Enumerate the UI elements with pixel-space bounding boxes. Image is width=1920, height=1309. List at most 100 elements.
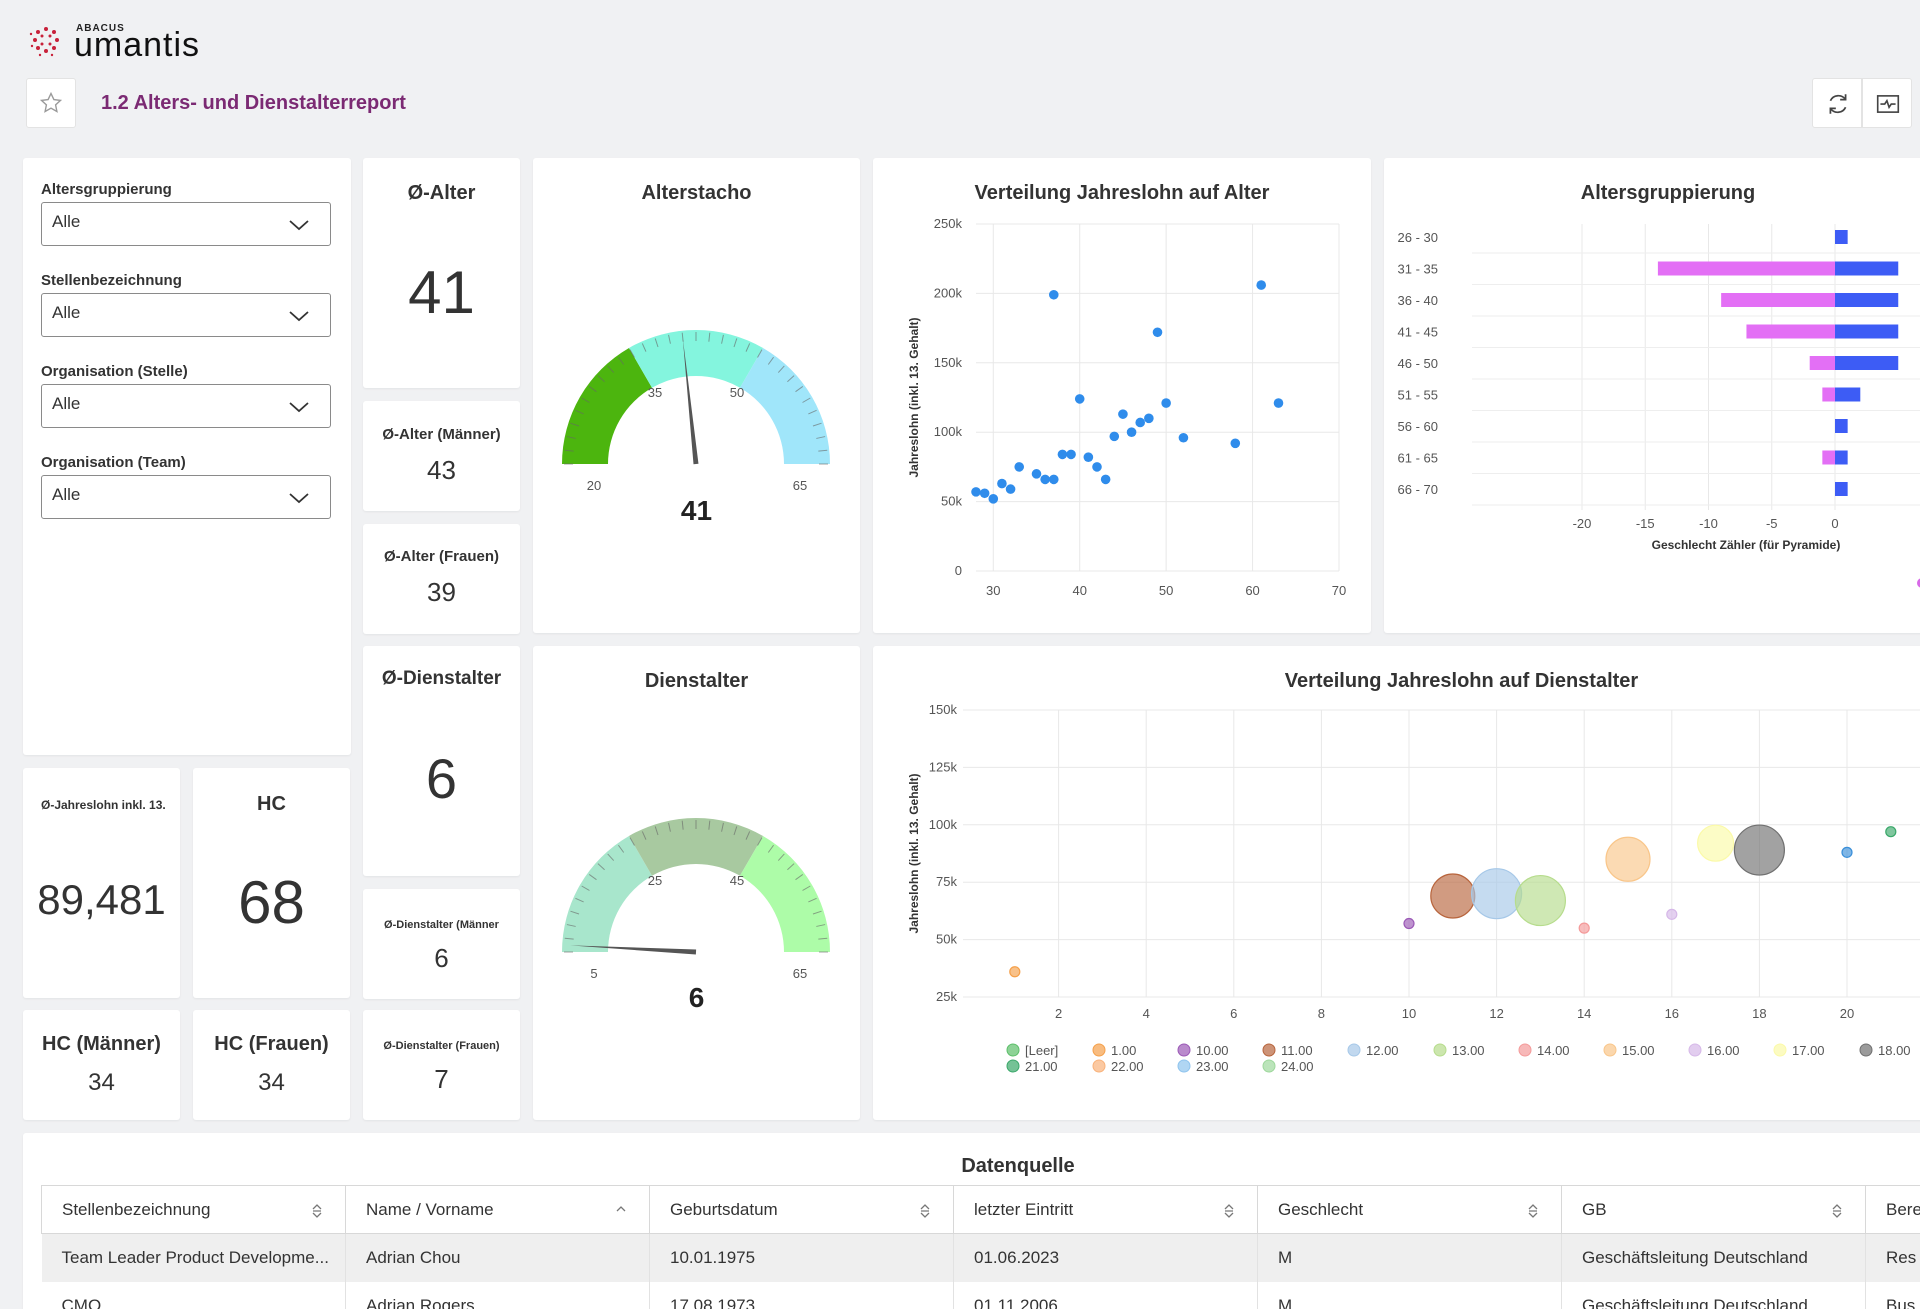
gauge-tick [668,334,671,344]
y-tick-label: 50k [936,932,957,947]
data-point [1135,417,1146,428]
sort-icon[interactable] [1223,1203,1235,1219]
gauge-tick [618,356,625,365]
x-tick-label: 40 [1072,583,1086,598]
column-header[interactable]: Geburtsdatum [649,1185,954,1234]
legend-label: 18.00 [1878,1043,1911,1058]
kpi-value: 89,481 [37,876,166,923]
sort-icon[interactable] [1527,1203,1539,1219]
legend-marker [1917,578,1920,588]
filter-panel: Altersgruppierung Alle Stellenbezeichnun… [23,158,351,755]
kpi-hc-women: HC (Frauen) 34 [193,1010,350,1120]
table-cell: CMO [41,1281,346,1309]
brand-logo: ABACUS umantis [26,20,246,64]
chart-title: Verteilung Jahreslohn auf Dienstalter [1284,670,1639,692]
sort-icon[interactable] [919,1203,931,1219]
column-header[interactable]: Geschlecht [1257,1185,1562,1234]
kpi-title: Ø-Alter (Frauen) [383,548,499,565]
y-axis-title: Jahreslohn (inkl. 13. Gehalt) [907,317,921,477]
x-axis-title: Geschlecht Zähler (für Pyramide) [1652,538,1841,552]
table-row[interactable]: Team Leader Product Developme... Adrian C… [41,1233,1920,1282]
table-cell: M [1257,1233,1562,1282]
gauge-tick [641,343,647,352]
kpi-hc-men: HC (Männer) 34 [23,1010,180,1120]
x-tick-label: 6 [1230,1006,1237,1021]
gauge-tick [812,422,822,427]
gauge-tick [708,820,711,830]
legend-label: 15.00 [1622,1043,1655,1058]
kpi-avg-age-men: Ø-Alter (Männer) 43 [363,401,520,511]
bar [1835,261,1899,276]
sort-icon[interactable] [311,1203,323,1219]
activity-button[interactable] [1862,78,1912,128]
kpi-hc: HC 68 [193,768,350,998]
organisation-stelle-select[interactable]: Alle [41,384,331,428]
column-header[interactable]: Name / Vorname [345,1185,650,1234]
table-row[interactable]: CMO Adrian Rogers 17.08.1973 01.11.2006 M Ges… [41,1281,1920,1309]
x-tick-label: -10 [1699,516,1718,531]
x-tick-label: 14 [1577,1006,1591,1021]
table-cell: 01.06.2023 [953,1233,1258,1282]
table-cell: Adrian Chou [345,1233,650,1282]
bar [1835,450,1848,465]
bubble [1514,874,1567,927]
data-point [1057,449,1068,460]
activity-chart-icon [1876,95,1900,113]
legend-label: 11.00 [1281,1043,1313,1058]
gauge-tick [757,349,763,358]
bubble [1578,922,1590,934]
column-header[interactable]: GB [1561,1185,1866,1234]
column-header[interactable]: Stellenbezeichnung [41,1185,346,1234]
legend-marker [1773,1043,1787,1057]
gauge-value-label: 6 [688,982,705,1013]
data-point [1118,409,1128,419]
data-point [1005,484,1016,494]
organisation-team-select[interactable]: Alle [41,475,331,519]
kpi-title: Ø-Alter (Männer) [382,426,501,443]
tenure-gauge-card: Dienstalter 5 25 45 65 6 [533,646,860,1120]
favorite-button[interactable] [26,78,76,128]
data-point [1230,438,1241,449]
sort-icon[interactable] [1831,1203,1843,1219]
gauge-tick [618,844,625,853]
gauge-tick [795,386,804,393]
kpi-value: 34 [88,1069,115,1096]
stellenbezeichnung-select[interactable]: Alle [41,293,331,337]
altersgruppierung-select[interactable]: Alle [41,202,331,246]
column-header-label: letzter Eintritt [974,1199,1074,1219]
gauge-tick [564,449,574,452]
legend-label: 1.00 [1111,1043,1136,1058]
gauge-tick [597,375,605,383]
chart-title: Verteilung Jahreslohn auf Alter [974,182,1270,204]
legend-marker [1092,1059,1106,1073]
bubble [1430,873,1476,919]
gauge-tick [607,365,615,373]
data-point [1074,394,1085,404]
bubble [1009,966,1021,978]
y-tick-label: 46 - 50 [1398,356,1438,371]
gauge-tick [597,863,605,871]
kpi-value: 68 [238,869,305,936]
table-cell: Team Leader Product Developme... [41,1233,346,1282]
x-tick-label: 0 [1831,516,1838,531]
gauge-tick [808,897,817,903]
legend-label: 14.00 [1537,1043,1570,1058]
gauge-tick [812,910,822,915]
legend-label: 16.00 [1707,1043,1740,1058]
select-value: Alle [52,485,81,504]
y-tick-label: 250k [934,216,963,231]
legend-marker [1433,1043,1447,1057]
table-header-row: Stellenbezeichnung Name / Vorname Geburtsd… [41,1185,1920,1234]
refresh-button[interactable] [1812,78,1862,128]
column-header[interactable]: Bere [1865,1185,1920,1234]
legend-marker [1177,1059,1191,1073]
y-tick-label: 31 - 35 [1398,262,1438,277]
column-header[interactable]: letzter Eintritt [953,1185,1258,1234]
column-header-label: Bere [1886,1199,1920,1219]
gauge-tick [654,338,659,348]
tenure-gauge: 5 25 45 65 [562,818,830,981]
select-value: Alle [52,212,81,231]
select-value: Alle [52,394,81,413]
sort-asc-icon[interactable] [615,1203,627,1219]
y-tick-label: 66 - 70 [1398,482,1438,497]
